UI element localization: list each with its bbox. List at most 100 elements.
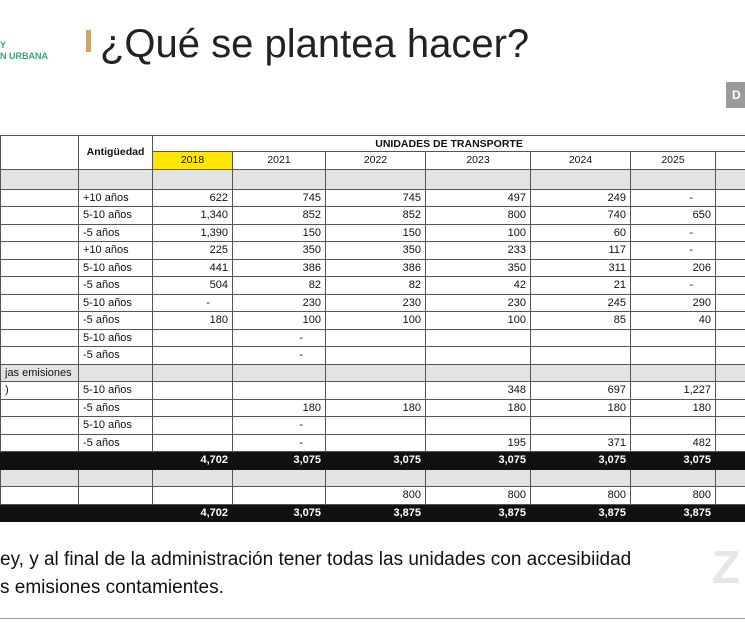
label-cell: jas emisiones	[0, 363, 79, 382]
value-cell	[714, 223, 745, 242]
table-row: -5 años 180 180 180 180 180	[0, 398, 745, 417]
label-cell	[78, 486, 153, 505]
label-cell	[0, 468, 79, 487]
value-cell: 230	[425, 293, 531, 312]
value-cell: -	[232, 328, 326, 347]
value-cell: 350	[232, 241, 326, 260]
logo-line: N URBANA	[0, 51, 48, 61]
value-cell	[152, 328, 233, 347]
value-cell: 290	[630, 293, 716, 312]
value-cell: 745	[232, 188, 326, 207]
value-cell: 800	[425, 206, 531, 225]
table-row: 4,702 3,075 3,075 3,075 3,075 3,075	[0, 451, 745, 470]
value-cell	[714, 206, 745, 225]
value-cell	[425, 346, 531, 365]
value-cell	[714, 381, 745, 400]
value-cell	[325, 168, 426, 190]
value-cell: 800	[325, 486, 426, 505]
footer-line: ey, y al final de la administración tene…	[0, 549, 632, 570]
table-row	[0, 468, 745, 487]
label-cell	[0, 451, 79, 470]
label-cell: 5-10 años	[78, 293, 153, 312]
value-cell: 100	[425, 223, 531, 242]
value-cell: 180	[425, 398, 531, 417]
footer-text: ey, y al final de la administración tene…	[0, 546, 631, 602]
table-row: -5 años 180 100 100 100 85 40	[0, 311, 745, 330]
value-cell: 180	[530, 398, 631, 417]
value-cell: -	[232, 346, 326, 365]
label-cell	[78, 168, 153, 190]
value-cell: 100	[232, 311, 326, 330]
logo-line: Y	[0, 40, 7, 50]
divider	[0, 618, 745, 619]
value-cell	[232, 363, 326, 382]
value-cell	[714, 486, 745, 505]
value-cell: 697	[530, 381, 631, 400]
table-row: -5 años -	[0, 346, 745, 365]
label-cell: 5-10 años	[78, 206, 153, 225]
value-cell: 3,075	[630, 451, 716, 470]
value-cell	[152, 381, 233, 400]
table-row: 5-10 años -	[0, 416, 745, 435]
value-cell: 180	[630, 398, 716, 417]
value-cell: 386	[232, 258, 326, 277]
value-cell	[530, 168, 631, 190]
table-row: -5 años - 195 371 482	[0, 433, 745, 452]
table-row: +10 años 622 745 745 497 249-	[0, 188, 745, 207]
label-cell: 5-10 años	[78, 381, 153, 400]
table-row: 5-10 años -	[0, 328, 745, 347]
value-cell	[325, 468, 426, 487]
label-cell	[0, 398, 79, 417]
table-row: 800 800 800 800	[0, 486, 745, 505]
table-row	[0, 168, 745, 190]
label-cell: 5-10 años	[78, 258, 153, 277]
table-row: -5 años 1,390 150 150 100 60-	[0, 223, 745, 242]
label-cell	[0, 311, 79, 330]
value-cell: 180	[325, 398, 426, 417]
value-cell: 3,075	[232, 503, 326, 522]
value-cell	[714, 276, 745, 295]
value-cell	[630, 363, 716, 382]
value-cell	[714, 241, 745, 260]
value-cell: 206	[630, 258, 716, 277]
value-cell: 195	[425, 433, 531, 452]
value-cell	[530, 328, 631, 347]
value-cell: 100	[325, 311, 426, 330]
value-cell	[152, 416, 233, 435]
value-cell: 800	[530, 486, 631, 505]
value-cell: 82	[325, 276, 426, 295]
value-cell: 3,075	[232, 451, 326, 470]
value-cell: 249	[530, 188, 631, 207]
value-cell: 350	[425, 258, 531, 277]
video-thumbnail[interactable]: D	[726, 82, 745, 108]
value-cell	[152, 346, 233, 365]
value-cell: 42	[425, 276, 531, 295]
label-cell: -5 años	[78, 346, 153, 365]
value-cell: 100	[425, 311, 531, 330]
label-cell	[0, 188, 79, 207]
value-cell: 3,875	[630, 503, 716, 522]
value-cell: 482	[630, 433, 716, 452]
value-cell	[630, 168, 716, 190]
value-cell	[425, 468, 531, 487]
value-cell	[714, 328, 745, 347]
label-cell: )	[0, 381, 79, 400]
value-cell	[425, 363, 531, 382]
value-cell	[152, 398, 233, 417]
table-row: +10 años 225 350 350 233 117-	[0, 241, 745, 260]
label-cell	[0, 503, 79, 522]
label-cell: 5-10 años	[78, 328, 153, 347]
group-header: UNIDADES DE TRANSPORTE	[151, 135, 745, 152]
value-cell	[325, 433, 426, 452]
label-cell	[0, 328, 79, 347]
value-cell	[714, 168, 745, 190]
value-cell: -	[630, 223, 716, 242]
year-header: 2022	[325, 151, 426, 170]
label-cell	[0, 293, 79, 312]
value-cell: 852	[232, 206, 326, 225]
table-row: -5 años 504 82 82 42 21-	[0, 276, 745, 295]
label-cell	[0, 346, 79, 365]
value-cell: 21	[530, 276, 631, 295]
value-cell: 3,075	[325, 451, 426, 470]
value-cell	[152, 433, 233, 452]
